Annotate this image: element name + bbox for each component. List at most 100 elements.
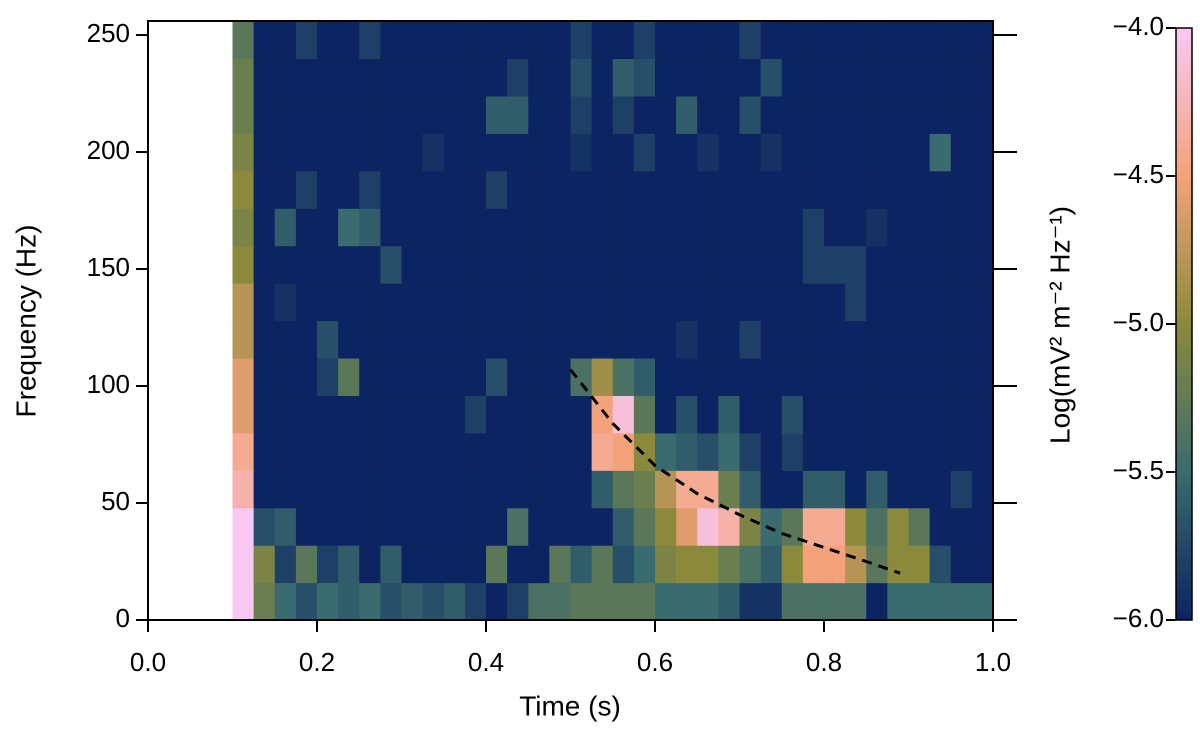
- heatmap-cell: [760, 470, 783, 509]
- heatmap-cell: [612, 21, 635, 60]
- heatmap-cell: [612, 545, 635, 584]
- heatmap-cell: [612, 283, 635, 322]
- heatmap-cell: [718, 582, 741, 621]
- heatmap-cell: [676, 170, 698, 209]
- heatmap-cell: [422, 470, 445, 509]
- heatmap-cell: [443, 21, 466, 60]
- heatmap-cell: [464, 208, 487, 247]
- heatmap-cell: [570, 133, 593, 172]
- heatmap-cell: [317, 170, 339, 209]
- heatmap-cell: [781, 133, 804, 172]
- heatmap-cell: [887, 470, 910, 509]
- heatmap-cell: [232, 432, 255, 471]
- heatmap-cell: [824, 21, 846, 60]
- heatmap-cell: [295, 432, 318, 471]
- heatmap-cell: [380, 208, 403, 247]
- heatmap-cell: [802, 170, 825, 209]
- heatmap-cell: [802, 545, 825, 584]
- heatmap-cell: [612, 357, 635, 396]
- heatmap-cell: [443, 357, 466, 396]
- heatmap-cell: [971, 582, 994, 621]
- heatmap-cell: [401, 21, 424, 60]
- heatmap-cell: [697, 283, 719, 322]
- y-tick-label: 250: [87, 18, 130, 48]
- heatmap-cell: [866, 58, 888, 97]
- heatmap-cell: [676, 582, 698, 621]
- heatmap-cell: [274, 133, 297, 172]
- heatmap-cell: [760, 208, 783, 247]
- heatmap-cell: [824, 507, 846, 546]
- y-tick-label: 200: [87, 135, 130, 165]
- heatmap-cell: [549, 357, 572, 396]
- heatmap-cell: [274, 432, 297, 471]
- heatmap-cell: [887, 283, 910, 322]
- heatmap-cell: [401, 170, 424, 209]
- heatmap-cell: [317, 95, 339, 134]
- heatmap-cell: [655, 170, 677, 209]
- heatmap-cell: [887, 170, 910, 209]
- heatmap-cell: [274, 58, 297, 97]
- heatmap-cell: [760, 21, 783, 60]
- heatmap-cell: [760, 507, 783, 546]
- heatmap-cell: [676, 283, 698, 322]
- heatmap-cell: [549, 320, 572, 359]
- heatmap-cell: [655, 470, 677, 509]
- heatmap-cell: [908, 58, 931, 97]
- x-tick-label: 0.2: [299, 647, 335, 677]
- heatmap-cell: [887, 357, 910, 396]
- heatmap-cell: [422, 21, 445, 60]
- heatmap-cell: [908, 95, 931, 134]
- heatmap-cell: [528, 545, 550, 584]
- heatmap-cell: [591, 357, 614, 396]
- heatmap-cell: [739, 320, 762, 359]
- heatmap-cell: [866, 432, 888, 471]
- heatmap-cell: [718, 320, 741, 359]
- heatmap-cell: [317, 582, 339, 621]
- heatmap-cell: [971, 432, 994, 471]
- heatmap-cell: [274, 245, 297, 284]
- heatmap-cell: [570, 21, 593, 60]
- heatmap-cell: [950, 507, 973, 546]
- heatmap-cell: [655, 357, 677, 396]
- heatmap-cell: [739, 582, 762, 621]
- heatmap-cell: [486, 21, 508, 60]
- heatmap-cell: [908, 170, 931, 209]
- heatmap-cell: [274, 21, 297, 60]
- heatmap-cell: [317, 208, 339, 247]
- heatmap-cell: [950, 582, 973, 621]
- heatmap-cell: [697, 357, 719, 396]
- heatmap-cell: [507, 582, 529, 621]
- heatmap-cell: [570, 470, 593, 509]
- heatmap-cell: [380, 470, 403, 509]
- heatmap-cell: [760, 320, 783, 359]
- heatmap-cell: [486, 170, 508, 209]
- heatmap-cell: [802, 208, 825, 247]
- heatmap-cell: [802, 432, 825, 471]
- heatmap-cell: [718, 545, 741, 584]
- heatmap-cell: [655, 320, 677, 359]
- heatmap-cell: [380, 432, 403, 471]
- heatmap-cell: [295, 283, 318, 322]
- heatmap-cell: [570, 582, 593, 621]
- heatmap-cell: [486, 283, 508, 322]
- heatmap-cell: [612, 208, 635, 247]
- heatmap-cell: [274, 283, 297, 322]
- heatmap-cell: [845, 320, 867, 359]
- heatmap-cell: [443, 395, 466, 434]
- heatmap-cell: [274, 208, 297, 247]
- heatmap-cell: [549, 170, 572, 209]
- heatmap-cell: [253, 208, 276, 247]
- heatmap-cell: [950, 357, 973, 396]
- heatmap-cell: [655, 283, 677, 322]
- heatmap-cell: [507, 133, 529, 172]
- heatmap-cell: [760, 357, 783, 396]
- heatmap-cell: [866, 545, 888, 584]
- heatmap-cell: [464, 283, 487, 322]
- heatmap-cell: [422, 283, 445, 322]
- heatmap-cell: [633, 58, 656, 97]
- heatmap-cell: [443, 133, 466, 172]
- heatmap-cell: [338, 245, 360, 284]
- heatmap-cell: [929, 58, 952, 97]
- heatmap-cell: [570, 432, 593, 471]
- heatmap-cell: [929, 545, 952, 584]
